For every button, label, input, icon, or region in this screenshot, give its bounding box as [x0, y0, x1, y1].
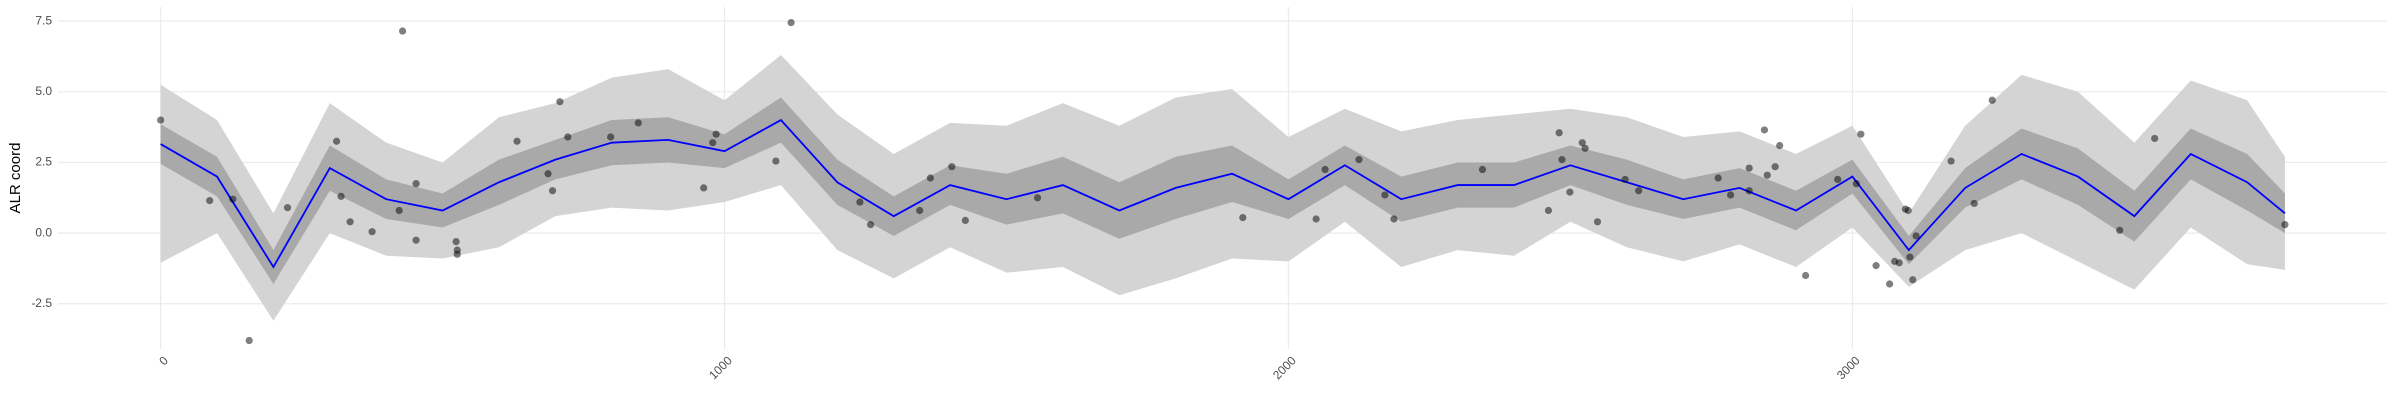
data-point: [2116, 226, 2124, 234]
data-point: [1834, 175, 1842, 184]
data-point: [245, 336, 253, 345]
data-point: [1566, 188, 1574, 196]
data-point: [1745, 164, 1753, 172]
data-point: [206, 197, 214, 205]
data-point: [368, 228, 376, 236]
data-point: [700, 184, 708, 192]
data-point: [787, 18, 795, 27]
data-point: [229, 195, 237, 203]
data-point: [1904, 206, 1912, 215]
x-tick-label: 1000: [706, 353, 735, 382]
mean-line: [160, 118, 2286, 269]
y-tick-label: 0.0: [35, 225, 52, 239]
data-point: [1478, 165, 1487, 174]
data-point: [772, 157, 780, 165]
data-point: [544, 170, 552, 178]
data-point: [1857, 130, 1865, 138]
data-point: [1239, 213, 1247, 222]
data-point: [2151, 134, 2159, 143]
data-point: [1581, 144, 1589, 152]
data-point: [513, 137, 521, 145]
data-point: [1970, 199, 1978, 208]
y-tick-label: 2.5: [35, 155, 52, 169]
data-point: [564, 133, 572, 141]
data-point: [961, 216, 969, 224]
data-point: [1621, 175, 1629, 184]
data-point: [634, 119, 642, 127]
data-point: [1872, 262, 1880, 270]
data-point: [412, 236, 420, 244]
data-point: [1760, 126, 1769, 134]
data-point: [1593, 218, 1602, 226]
data-point: [1390, 215, 1398, 223]
data-point: [1555, 129, 1563, 137]
y-tick-label: 7.5: [35, 13, 52, 27]
data-point: [1947, 157, 1955, 165]
data-point: [607, 133, 615, 141]
x-tick-label: 3000: [1834, 353, 1863, 382]
data-point: [398, 27, 407, 35]
data-point: [412, 180, 420, 188]
data-point: [1801, 271, 1810, 280]
data-point: [1312, 215, 1320, 223]
data-point: [1033, 194, 1042, 202]
data-point: [157, 116, 165, 124]
data-point: [452, 237, 460, 246]
data-point: [1355, 156, 1363, 164]
data-point: [453, 246, 461, 254]
data-point: [346, 218, 354, 226]
data-point: [395, 206, 403, 215]
data-point: [926, 174, 934, 182]
data-point: [916, 206, 924, 215]
x-tick-label: 2000: [1270, 353, 1299, 382]
data-point: [1544, 206, 1553, 215]
data-point: [1852, 180, 1860, 188]
data-point: [1578, 139, 1586, 147]
data-point: [2281, 221, 2289, 229]
data-point: [1912, 232, 1920, 240]
data-point: [1381, 191, 1389, 199]
y-tick-label: -2.5: [31, 296, 52, 310]
data-point: [332, 137, 341, 145]
data-point: [1635, 187, 1643, 195]
data-point: [856, 198, 864, 206]
data-point: [709, 139, 717, 147]
data-point: [1886, 280, 1894, 288]
data-point: [1776, 141, 1784, 150]
data-point: [556, 98, 564, 106]
data-point: [1745, 187, 1753, 195]
data-point: [1771, 163, 1779, 171]
data-point: [1726, 191, 1735, 199]
data-point: [1895, 259, 1903, 267]
y-axis-title: ALR coord: [7, 143, 24, 214]
data-point: [1321, 165, 1329, 174]
data-point: [948, 163, 956, 171]
data-point: [283, 204, 292, 212]
data-point: [1763, 171, 1771, 179]
y-tick-label: 5.0: [35, 84, 52, 98]
data-point: [867, 221, 875, 229]
data-point: [337, 192, 345, 200]
data-point: [1714, 174, 1722, 182]
data-point: [1558, 156, 1566, 164]
x-tick-label: 0: [156, 353, 171, 368]
data-point: [1906, 253, 1914, 261]
data-point: [1909, 276, 1917, 284]
data-point: [1988, 96, 1996, 104]
data-point: [712, 130, 720, 138]
data-point: [548, 187, 557, 195]
